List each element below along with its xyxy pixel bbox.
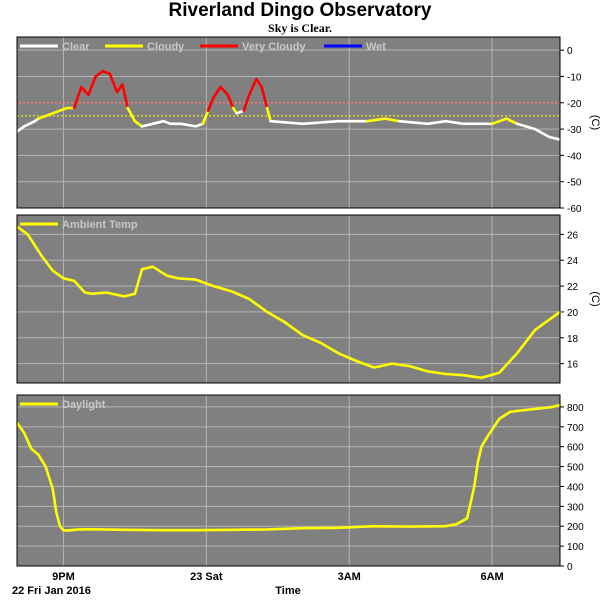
legend-label: Very Cloudy xyxy=(242,41,306,53)
x-tick-label: 6AM xyxy=(481,571,504,583)
y-tick-label: 200 xyxy=(567,522,584,533)
plot-background xyxy=(17,215,560,383)
y-tick-label: -10 xyxy=(567,72,582,83)
sky-temp-segment-clear xyxy=(269,119,369,126)
legend-label: Wet xyxy=(366,41,386,53)
sky-status: Sky is Clear. xyxy=(268,21,332,35)
y-tick-label: 700 xyxy=(567,423,584,434)
sky-temp-segment-cloudy xyxy=(490,117,519,126)
y-tick-label: 18 xyxy=(567,334,579,345)
sky-temperature-panel: 0 -10 -20 -30 -40 -50 -60 (C) Clear Cloudy Very Cl… xyxy=(15,36,600,215)
y-tick-label: 22 xyxy=(567,282,579,293)
sky-temp-segment-cloudy xyxy=(126,106,144,128)
y-tick-label: 400 xyxy=(567,482,584,493)
y-tick-label: 500 xyxy=(567,463,584,474)
y-tick-label: -50 xyxy=(567,178,582,189)
y-tick-label: 24 xyxy=(567,256,579,267)
x-tick-label: 23 Sat xyxy=(190,571,223,583)
y-tick-label: 300 xyxy=(567,502,584,513)
chart-title: Riverland Dingo Observatory xyxy=(168,0,432,21)
x-tick-label: 9PM xyxy=(52,571,75,583)
x-tick-label: 3AM xyxy=(338,571,361,583)
y-tick-label: -60 xyxy=(567,204,582,215)
legend-label: Cloudy xyxy=(147,41,185,53)
sky-temp-segment-clear xyxy=(515,122,562,141)
y-tick-label: 100 xyxy=(567,542,584,553)
y-tick-label: 800 xyxy=(567,403,584,414)
sky-temp-segment-cloudy xyxy=(201,109,210,126)
sky-temp-segment-clear xyxy=(397,119,494,126)
sky-temp-segment-clear xyxy=(140,119,205,128)
sky-temp-segment-cloudy xyxy=(365,117,401,123)
y-tick-label: 0 xyxy=(567,46,573,57)
sky-temp-segment-clear xyxy=(15,117,40,133)
y-axis-label: (C) xyxy=(589,291,600,306)
sky-temp-segment-very-cloudy xyxy=(242,77,269,112)
legend-label: Ambient Temp xyxy=(62,219,138,231)
time-axis: 9PM 23 Sat 3AM 6AM 22 Fri Jan 2016 Time xyxy=(12,571,504,597)
plot-border xyxy=(16,214,561,384)
legend-label: Clear xyxy=(62,41,90,53)
x-axis-label: Time xyxy=(275,585,300,597)
y-tick-label: 20 xyxy=(567,308,579,319)
legend-label: Daylight xyxy=(62,399,106,411)
plot-border xyxy=(16,36,561,209)
plot-background xyxy=(17,395,560,566)
sky-temp-segment-very-cloudy xyxy=(72,69,129,110)
date-label: 22 Fri Jan 2016 xyxy=(12,585,91,597)
sky-temp-segment-cloudy xyxy=(265,106,272,123)
y-axis-label: (C) xyxy=(589,115,600,130)
daylight-panel: 800 700 600 500 400 300 200 100 0 Daylight xyxy=(15,394,584,573)
y-tick-label: -30 xyxy=(567,125,582,136)
sky-temp-segment-very-cloudy xyxy=(206,85,235,112)
y-tick-label: -40 xyxy=(567,151,582,162)
ambient-temp-line xyxy=(15,225,562,380)
y-tick-label: 0 xyxy=(567,562,573,573)
y-tick-label: -20 xyxy=(567,99,582,110)
y-tick-label: 16 xyxy=(567,360,579,371)
sky-temp-segment-cloudy xyxy=(37,106,76,120)
plot-border xyxy=(16,394,561,567)
daylight-line xyxy=(15,403,562,532)
y-tick-label: 600 xyxy=(567,443,584,454)
ambient-temperature-panel: 26 24 22 20 18 16 (C) Ambient Temp xyxy=(15,214,600,384)
y-tick-label: 26 xyxy=(567,230,579,241)
